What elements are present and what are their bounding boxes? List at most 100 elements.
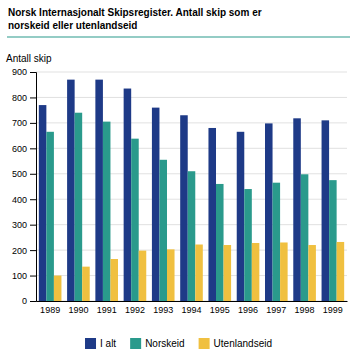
bar	[159, 160, 167, 301]
tick: 800	[12, 93, 36, 103]
bar	[337, 242, 345, 301]
legend-item: Utenlandseid	[199, 338, 272, 349]
tick: 300	[12, 220, 36, 230]
bar	[329, 180, 337, 301]
legend-swatch	[85, 338, 96, 349]
bar	[139, 251, 147, 301]
series	[39, 80, 329, 301]
bar	[322, 120, 330, 301]
series	[54, 242, 344, 301]
bar	[308, 245, 316, 301]
legend-swatch	[199, 338, 210, 349]
legend-label: Utenlandseid	[214, 338, 272, 349]
bar	[39, 105, 47, 301]
bar	[131, 139, 139, 301]
tick-label: 600	[12, 144, 27, 154]
tick-mark	[30, 199, 36, 200]
grid	[36, 72, 347, 301]
bar	[273, 183, 281, 301]
tick: 1999	[323, 305, 343, 315]
tick: 1995	[210, 305, 230, 315]
tick: 1997	[266, 305, 286, 315]
tick-label: 300	[12, 220, 27, 230]
tick-label: 1992	[125, 305, 145, 315]
x-axis: 1989 1990 1991 1992 1993 1994 1995 1996 1997 1998…	[37, 302, 348, 316]
tick-label: 1993	[153, 305, 173, 315]
tick-label: 1989	[40, 305, 60, 315]
tick-label: 400	[12, 195, 27, 205]
tick: 200	[12, 245, 36, 255]
axis-line	[30, 73, 37, 302]
bar	[265, 123, 273, 301]
tick: 100	[12, 271, 36, 281]
plot: 0 100 200 300 400 500 600 700 800 900 1989 1990 1991…	[12, 67, 348, 315]
bar	[195, 245, 203, 301]
y-axis-title: Antall skip	[6, 53, 52, 64]
tick-mark	[30, 250, 36, 251]
tick-mark	[30, 276, 36, 277]
tick-label: 1994	[181, 305, 201, 315]
tick-mark	[30, 301, 36, 302]
bar	[54, 276, 62, 301]
bar	[216, 184, 224, 301]
bar	[95, 80, 103, 301]
tick-label: 100	[12, 271, 27, 281]
bar	[180, 115, 188, 301]
bars	[39, 80, 344, 301]
tick-label: 1990	[68, 305, 88, 315]
y-axis: 0 100 200 300 400 500 600 700 800 900	[12, 67, 37, 306]
tick-mark	[30, 123, 36, 124]
chart: Norsk Internasjonalt Skipsregister. Anta…	[0, 0, 357, 361]
tick-label: 1997	[266, 305, 286, 315]
tick-label: 1999	[323, 305, 343, 315]
tick-label: 500	[12, 169, 27, 179]
subtitle: norskeid eller utenlandseid	[8, 20, 137, 31]
tick-label: 0	[22, 296, 27, 306]
tick: 400	[12, 195, 36, 205]
tick: 1989	[40, 305, 60, 315]
tick: 1990	[68, 305, 88, 315]
tick-label: 700	[12, 118, 27, 128]
bar	[237, 132, 245, 301]
tick: 1994	[181, 305, 201, 315]
tick-mark	[30, 97, 36, 98]
tick-label: 1995	[210, 305, 230, 315]
bar	[124, 89, 132, 301]
tick: 500	[12, 169, 36, 179]
tick-mark	[30, 72, 36, 73]
legend-label: I alt	[100, 338, 116, 349]
bar	[293, 118, 301, 301]
tick: 1992	[125, 305, 145, 315]
tick: 600	[12, 144, 36, 154]
grid-line	[36, 72, 347, 73]
bar	[82, 267, 90, 301]
tick-label: 200	[12, 245, 27, 255]
legend-swatch	[130, 338, 141, 349]
legend-label: Norskeid	[145, 338, 184, 349]
tick: 1993	[153, 305, 173, 315]
axis-line	[37, 301, 348, 302]
tick-mark	[30, 225, 36, 226]
bar	[110, 259, 118, 301]
bar	[188, 171, 196, 301]
tick: 900	[12, 67, 36, 77]
bar	[75, 113, 83, 301]
bar	[252, 243, 260, 301]
bar	[301, 174, 309, 301]
tick: 0	[22, 296, 36, 306]
tick-label: 1998	[295, 305, 315, 315]
series	[46, 113, 336, 301]
title: Norsk Internasjonalt Skipsregister. Anta…	[8, 7, 262, 18]
tick: 1996	[238, 305, 258, 315]
tick: 700	[12, 118, 36, 128]
bar	[224, 245, 232, 301]
bar	[46, 132, 54, 301]
tick-label: 1991	[97, 305, 117, 315]
title-rule	[7, 36, 350, 37]
tick: 1998	[295, 305, 315, 315]
bar	[167, 249, 175, 301]
tick-label: 900	[12, 67, 27, 77]
bar	[103, 122, 111, 301]
bar	[67, 80, 75, 301]
tick: 1991	[97, 305, 117, 315]
